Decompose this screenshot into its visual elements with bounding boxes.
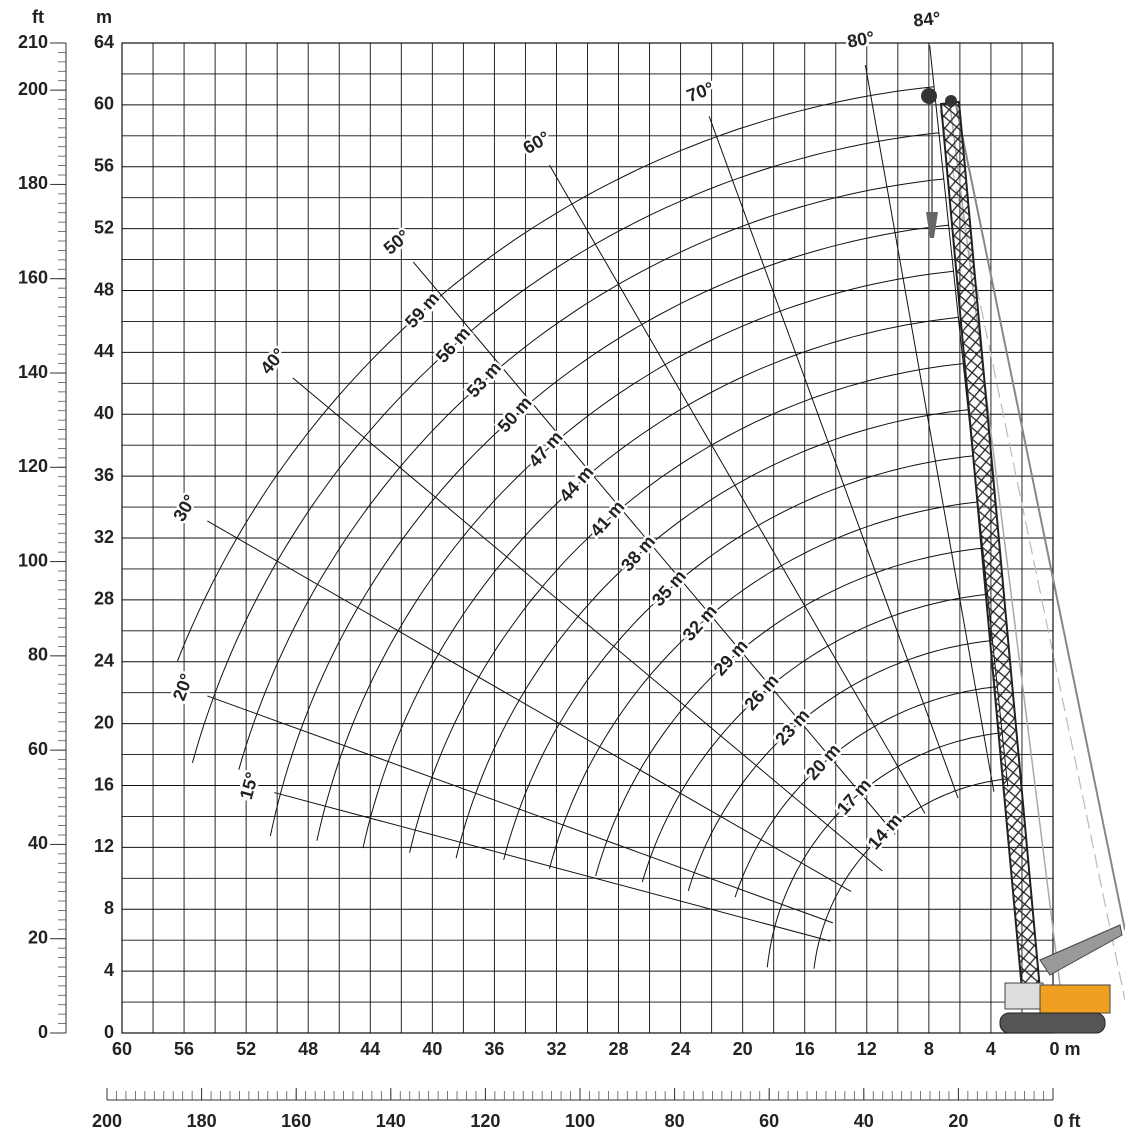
y-tick-label: 20 <box>94 712 114 732</box>
x-tick-label: 52 <box>236 1039 256 1059</box>
boom-length-label: 14 m <box>864 809 906 853</box>
y-tick-label: 60 <box>94 94 114 114</box>
y-tick-label: 56 <box>94 156 114 176</box>
y2-tick-label: 120 <box>18 456 48 476</box>
angle-line <box>549 165 925 813</box>
boom-length-label: 17 m <box>833 775 875 819</box>
boom-length-label: 29 m <box>710 636 752 680</box>
y-tick-label: 12 <box>94 836 114 856</box>
x-tick-label: 24 <box>671 1039 691 1059</box>
x-tick-label: 0 m <box>1049 1039 1080 1059</box>
x-tick-label: 8 <box>924 1039 934 1059</box>
y-tick-label: 40 <box>94 403 114 423</box>
y2-tick-label: 210 <box>18 32 48 52</box>
y2-tick-label: 140 <box>18 362 48 382</box>
angle-label: 60° <box>520 127 554 158</box>
y2-tick-label: 60 <box>28 739 48 759</box>
x-tick-label: 4 <box>986 1039 996 1059</box>
y2-tick-label: 0 <box>38 1022 48 1042</box>
y-tick-label: 32 <box>94 527 114 547</box>
boom-length-label: 32 m <box>679 601 721 645</box>
y2-tick-label: 40 <box>28 833 48 853</box>
angle-line <box>207 696 833 923</box>
curves: 15°20°30°40°50°60°70°80°84°14 m17 m20 m2… <box>169 8 1008 969</box>
angle-label: 50° <box>380 226 414 259</box>
superstructure <box>1040 985 1110 1013</box>
chart: 15°20°30°40°50°60°70°80°84°14 m17 m20 m2… <box>0 0 1125 1134</box>
y2-tick-label: 160 <box>18 267 48 287</box>
y2-tick-label: 80 <box>28 645 48 665</box>
y2-tick-label: 180 <box>18 173 48 193</box>
boom-length-label: 41 m <box>586 497 628 541</box>
x-tick-label: 56 <box>174 1039 194 1059</box>
x-tick-label: 32 <box>546 1039 566 1059</box>
boom-arc <box>456 410 968 858</box>
boom-length-label: 44 m <box>555 462 597 506</box>
y2-tick-label: 20 <box>28 927 48 947</box>
angle-label: 15° <box>236 770 262 801</box>
y-tick-label: 24 <box>94 651 114 671</box>
angle-label: 80° <box>846 27 876 51</box>
cab <box>1005 983 1043 1009</box>
y-tick-label: 48 <box>94 279 114 299</box>
y-tick-label: 4 <box>104 960 114 980</box>
y-unit: m <box>96 7 112 27</box>
x-tick-label: 48 <box>298 1039 318 1059</box>
x-tick-label: 60 <box>112 1039 132 1059</box>
a-frame <box>1040 925 1122 975</box>
x-tick-label: 40 <box>422 1039 442 1059</box>
y2-unit: ft <box>32 7 44 27</box>
angle-label: 40° <box>256 344 289 378</box>
y-tick-label: 44 <box>94 341 114 361</box>
y-tick-label: 8 <box>104 898 114 918</box>
x2-tick-label: 60 <box>759 1111 779 1131</box>
angle-label: 84° <box>912 8 941 31</box>
angle-label: 30° <box>169 491 200 525</box>
boom-head <box>921 88 937 104</box>
boom-head <box>945 95 957 107</box>
x-tick-label: 12 <box>857 1039 877 1059</box>
crane-illustration <box>921 88 1125 1033</box>
boom-length-label: 23 m <box>771 705 813 749</box>
x2-tick-label: 180 <box>187 1111 217 1131</box>
x-tick-label: 44 <box>360 1039 380 1059</box>
x2-tick-label: 20 <box>948 1111 968 1131</box>
boom-arc <box>410 364 964 853</box>
boom-length-label: 35 m <box>648 566 690 610</box>
boom-arc <box>177 87 934 662</box>
y-tick-label: 28 <box>94 589 114 609</box>
y2-tick-label: 100 <box>18 550 48 570</box>
y-tick-label: 64 <box>94 32 114 52</box>
grid <box>50 43 1053 1100</box>
hook-block <box>926 212 938 238</box>
angle-label: 20° <box>169 671 197 703</box>
x2-tick-label: 140 <box>376 1111 406 1131</box>
crawler-track <box>1000 1013 1105 1033</box>
y-tick-label: 16 <box>94 774 114 794</box>
boom-length-label: 56 m <box>432 323 474 367</box>
boom-arc <box>767 733 1002 968</box>
x-tick-label: 36 <box>484 1039 504 1059</box>
x-tick-label: 20 <box>733 1039 753 1059</box>
x2-tick-label: 100 <box>565 1111 595 1131</box>
x2-tick-label: 200 <box>92 1111 122 1131</box>
boom-length-label: 20 m <box>802 740 844 784</box>
y-tick-label: 36 <box>94 465 114 485</box>
y2-tick-label: 200 <box>18 79 48 99</box>
x2-tick-label: 160 <box>281 1111 311 1131</box>
x-tick-label: 16 <box>795 1039 815 1059</box>
x2-tick-label: 0 ft <box>1054 1111 1081 1131</box>
boom-length-label: 59 m <box>401 288 443 332</box>
x2-tick-label: 120 <box>470 1111 500 1131</box>
y-tick-label: 52 <box>94 217 114 237</box>
boom-arc <box>192 133 939 763</box>
x2-tick-label: 40 <box>854 1111 874 1131</box>
x-tick-label: 28 <box>609 1039 629 1059</box>
x2-tick-label: 80 <box>665 1111 685 1131</box>
boom-length-label: 47 m <box>524 427 566 471</box>
